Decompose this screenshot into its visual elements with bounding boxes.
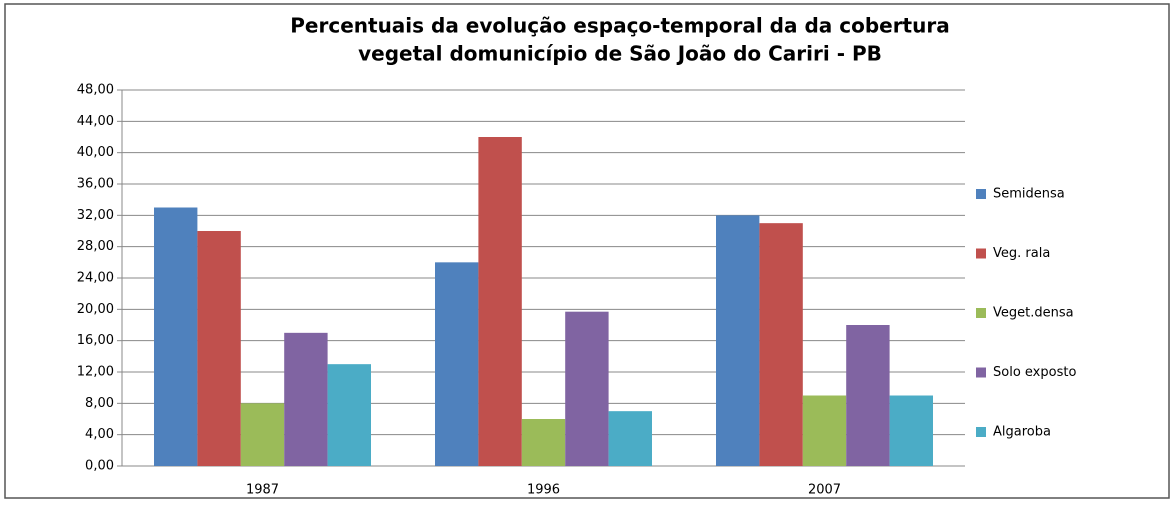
bar [284, 332, 328, 466]
legend-swatch [976, 248, 986, 259]
bar [521, 419, 566, 466]
y-tick-label: 40,00 [77, 145, 114, 160]
chart-title: Percentuais da evolução espaço-temporal … [290, 14, 949, 38]
bar [327, 364, 371, 466]
y-tick-label: 12,00 [77, 365, 114, 380]
y-tick-label: 24,00 [77, 271, 114, 286]
x-tick-label: 1996 [527, 483, 560, 498]
bar [608, 411, 652, 466]
bar [154, 207, 198, 466]
legend-swatch [976, 427, 986, 437]
bar [197, 231, 241, 466]
bar [478, 137, 522, 466]
bar [759, 223, 803, 466]
y-tick-label: 16,00 [77, 333, 114, 348]
legend-label: Veg. rala [993, 246, 1050, 261]
y-tick-label: 48,00 [77, 83, 114, 98]
bar [240, 403, 285, 466]
y-tick-label: 4,00 [85, 427, 114, 442]
chart-title: vegetal domunicípio de São João do Carir… [358, 42, 882, 66]
legend-swatch [976, 367, 986, 378]
bar [716, 215, 760, 466]
x-tick-label: 1987 [246, 483, 279, 498]
bar [565, 311, 609, 466]
bar [802, 395, 847, 466]
bar [846, 325, 890, 466]
y-tick-label: 8,00 [85, 396, 114, 411]
y-tick-label: 28,00 [77, 239, 114, 254]
legend-swatch [976, 189, 986, 199]
y-tick-label: 20,00 [77, 302, 114, 317]
y-tick-label: 44,00 [77, 114, 114, 129]
y-tick-label: 0,00 [85, 459, 114, 474]
y-tick-label: 32,00 [77, 208, 114, 223]
x-tick-label: 2007 [808, 483, 841, 498]
legend-label: Semidensa [993, 187, 1065, 202]
legend-label: Solo exposto [993, 365, 1076, 380]
legend-label: Algaroba [993, 425, 1051, 440]
y-tick-label: 36,00 [77, 177, 114, 192]
legend-label: Veget.densa [993, 306, 1074, 321]
bar [889, 395, 933, 466]
legend-swatch [976, 308, 986, 318]
bar [435, 262, 479, 466]
